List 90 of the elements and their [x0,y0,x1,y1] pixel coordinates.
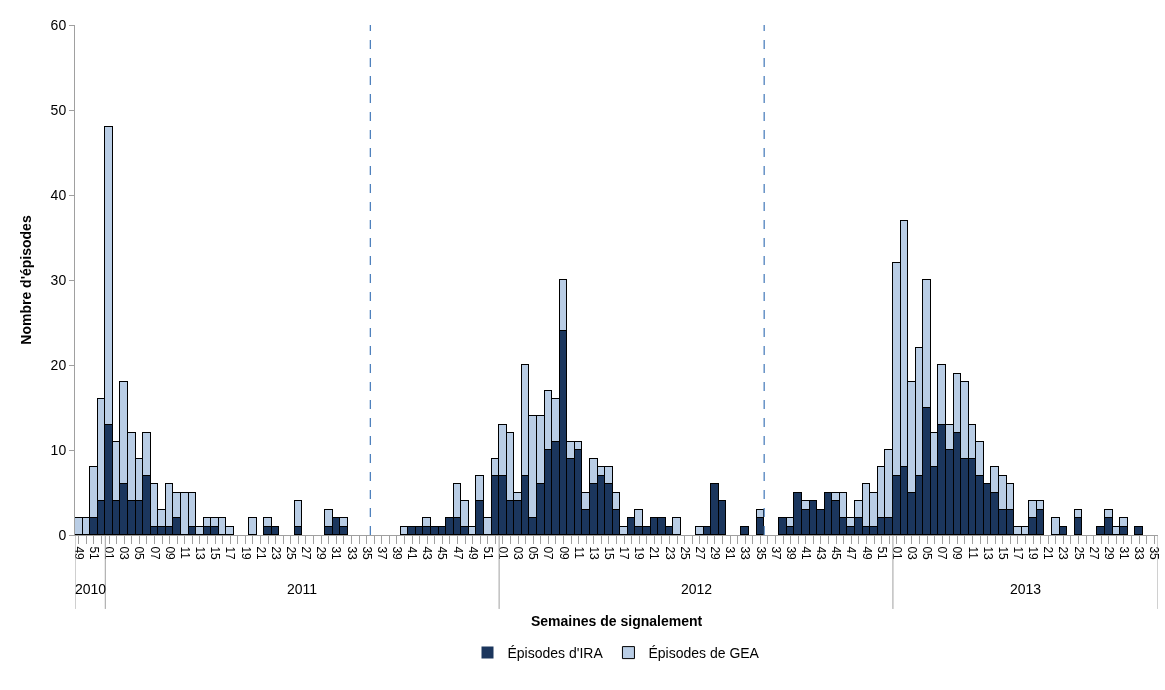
x-tick-label: 01 [496,546,510,561]
x-axis-title: Semaines de signalement [531,613,703,629]
x-tick-label: 29 [314,546,329,561]
x-tick-label: 29 [1101,546,1116,561]
x-tick-label: 51 [480,546,495,561]
x-tick-label: 39 [389,546,404,561]
bar [1134,526,1143,535]
x-tick-label: 31 [329,546,344,561]
x-tick-label: 29 [708,546,723,561]
x-tick-label: 01 [102,546,117,561]
x-tick-label: 33 [344,546,359,561]
x-tick-label: 41 [405,546,420,561]
x-tick-label: 37 [768,546,783,561]
x-tick-label: 13 [980,546,995,561]
x-tick-label: 05 [132,546,147,561]
x-tick-label: 13 [586,546,601,561]
x-tick-label: 47 [450,546,465,561]
x-tick-label: 41 [798,546,813,561]
x-tick-label: 45 [829,546,844,561]
x-tick-label: 49 [71,546,86,561]
x-tick-label: 43 [814,546,829,561]
x-tick-label: 05 [920,546,935,561]
x-tick-label: 45 [435,546,450,561]
x-tick-label: 03 [511,546,526,561]
x-tick-label: 51 [874,546,889,561]
x-tick-label: 11 [177,546,192,560]
x-tick-label: 27 [692,546,707,561]
y-tick-label: 60 [50,16,67,33]
x-tick-label: 15 [995,546,1010,561]
x-tick-label: 19 [1026,546,1041,561]
x-tick-label: 35 [753,546,768,561]
x-tick-label: 11 [571,546,586,560]
text: 2011 [287,581,318,597]
x-tick-label: 07 [541,546,556,561]
x-tick-label: 19 [632,546,647,561]
x-tick-label: 31 [723,546,738,561]
x-tick-label: 07 [147,546,162,561]
x-tick-label: 25 [1071,546,1086,561]
x-tick-label: 25 [283,546,298,561]
x-tick-label: 23 [662,546,677,561]
x-tick-label: 15 [602,546,617,561]
x-tick-label: 33 [738,546,753,561]
x-tick-label: 33 [1132,546,1147,561]
x-tick-label: 17 [223,546,238,561]
y-tick-label: 0 [58,526,67,543]
x-tick-label: 11 [965,546,980,560]
legend-label: Épisodes de GEA [648,645,760,662]
x-tick-label: 17 [1010,546,1025,561]
x-tick-label: 05 [526,546,541,561]
y-tick-label: 20 [50,356,67,373]
y-tick-label: 50 [50,101,67,118]
x-tick-label: 23 [1056,546,1071,561]
y-axis-title: Nombre d'épisodes [18,215,35,345]
x-tick-label: 49 [465,546,480,561]
bar [248,517,257,535]
x-tick-label: 09 [950,546,965,561]
x-tick-label: 51 [87,546,102,561]
x-tick-label: 13 [193,546,208,561]
bar [740,526,749,535]
x-tick-label: 03 [117,546,132,561]
x-tick-label: 49 [859,546,874,561]
x-tick-label: 23 [268,546,283,561]
x-tick-label: 27 [299,546,314,561]
x-tick-label: 39 [783,546,798,561]
text: 2010 [75,581,107,597]
x-tick-label: 21 [1041,546,1056,561]
x-tick-label: 01 [889,546,904,561]
text: 2012 [681,581,713,597]
x-tick-label: 19 [238,546,253,561]
x-tick-label: 31 [1117,546,1132,561]
x-tick-label: 09 [556,546,571,561]
x-tick-label: 47 [844,546,859,561]
legend-label: Épisodes d'IRA [507,645,604,662]
x-tick-label: 35 [359,546,374,561]
text: 2013 [1010,581,1042,597]
y-tick-label: 40 [50,186,67,203]
x-tick-label: 17 [617,546,632,561]
y-tick-label: 30 [50,271,67,288]
x-tick-label: 27 [1086,546,1101,561]
x-tick-label: 37 [374,546,389,561]
x-tick-label: 21 [253,546,268,561]
x-tick-label: 03 [904,546,919,561]
y-tick-label: 10 [50,441,67,458]
x-tick-label: 21 [647,546,662,561]
x-tick-label: 43 [420,546,435,561]
x-tick-label: 25 [677,546,692,561]
x-tick-label: 09 [162,546,177,561]
x-tick-label: 07 [935,546,950,561]
x-tick-label: 35 [1147,546,1162,561]
x-tick-label: 15 [208,546,223,561]
